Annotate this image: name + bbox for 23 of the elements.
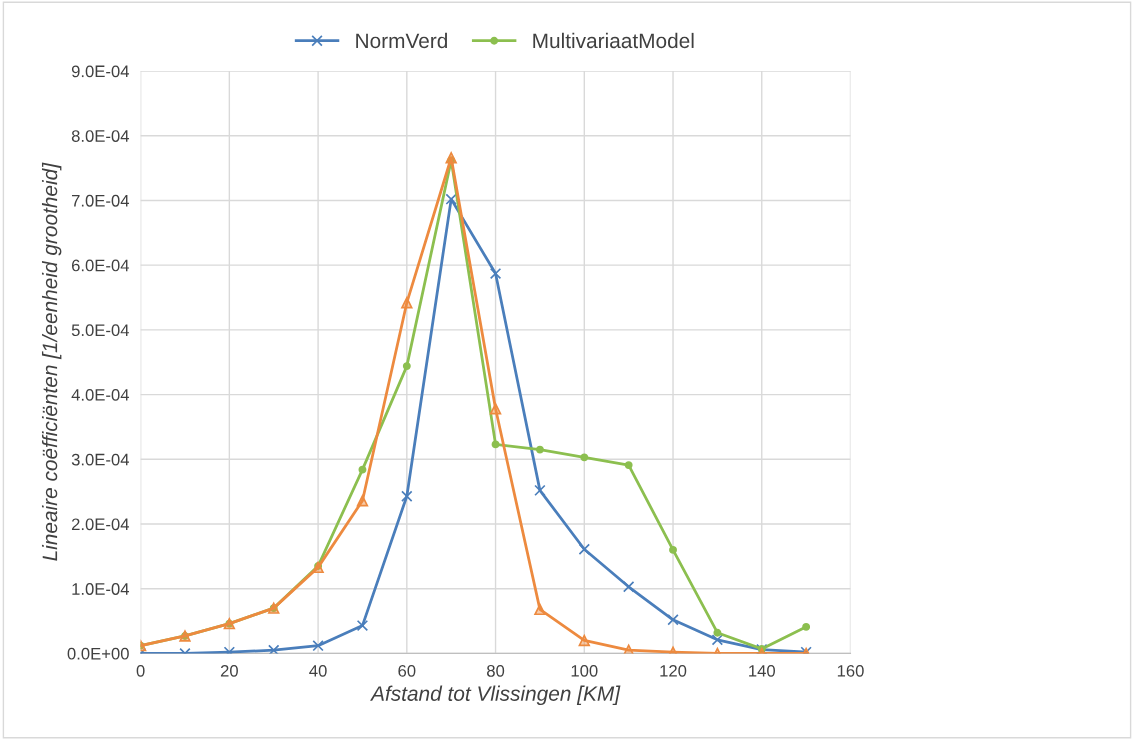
y-tick-label: 5.0E-04: [71, 324, 130, 337]
x-axis-title: Afstand tot Vlissingen [KM]: [370, 685, 621, 706]
y-tick-label: 3.0E-04: [71, 453, 130, 466]
x-tick-label: 0: [136, 664, 145, 677]
y-tick-label: 4.0E-04: [71, 388, 130, 401]
x-tick-label: 40: [309, 664, 327, 677]
y-tick-label: 0.0E+00: [67, 647, 129, 660]
x-tick-label: 140: [749, 664, 776, 677]
x-tick-label: 100: [571, 664, 598, 677]
x-tick-label: 160: [837, 664, 864, 677]
legend-label: MultivariaatModel: [533, 32, 694, 49]
y-tick-label: 2.0E-04: [71, 518, 130, 531]
x-tick-label: 20: [220, 664, 238, 677]
y-tick-label: 8.0E-04: [71, 130, 130, 142]
y-axis-title: Lineaire coëfficiënten [1/eenheid grootheid]: [41, 162, 62, 561]
y-tick-label: 7.0E-04: [71, 194, 130, 207]
legend-label: NormVerd: [356, 32, 447, 49]
y-tick-label: 6.0E-04: [71, 259, 130, 272]
x-tick-label: 120: [660, 664, 687, 677]
y-tick-label: 1.0E-04: [72, 583, 130, 595]
x-tick-label: 80: [487, 664, 505, 677]
x-tick-label: 60: [398, 664, 416, 677]
y-tick-label: 9.0E-04: [71, 65, 130, 78]
